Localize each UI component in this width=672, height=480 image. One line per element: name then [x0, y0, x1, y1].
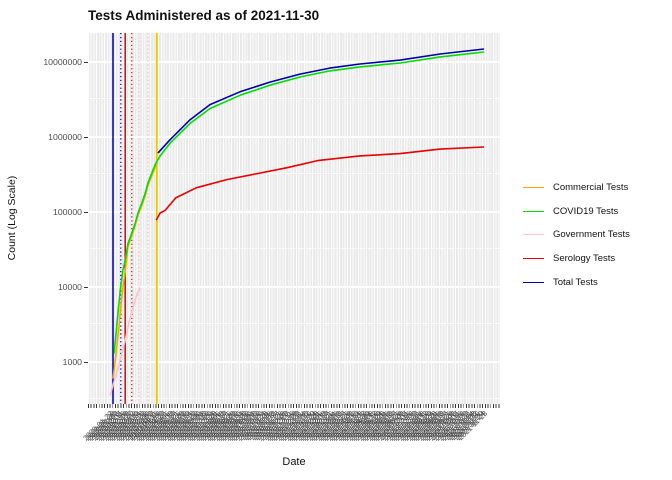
- legend-item-serology-tests: Serology Tests: [523, 247, 630, 271]
- x-axis-title: Date: [282, 456, 306, 468]
- legend-key-line-icon: [523, 187, 544, 189]
- y-tick-mark: [84, 362, 88, 363]
- legend-label: Commercial Tests: [553, 182, 629, 194]
- y-tick-mark: [84, 62, 88, 63]
- legend-item-total-tests: Total Tests: [523, 270, 630, 294]
- legend: Commercial Tests COVID19 Tests Government …: [523, 176, 630, 294]
- legend-key-line-icon: [523, 281, 544, 283]
- series-line-commercial-tests: [112, 164, 157, 379]
- y-tick-mark: [84, 137, 88, 138]
- legend-label: Total Tests: [553, 276, 598, 288]
- legend-item-government-tests: Government Tests: [523, 223, 630, 247]
- x-axis-tick-marks: [88, 404, 500, 408]
- legend-item-commercial-tests: Commercial Tests: [523, 176, 630, 200]
- legend-label: Government Tests: [553, 229, 630, 241]
- y-tick-label: 1000000: [48, 132, 82, 142]
- y-axis-title: Count (Log Scale): [6, 175, 18, 261]
- y-tick-mark: [84, 212, 88, 213]
- legend-item-covid19-tests: COVID19 Tests: [523, 200, 630, 224]
- y-tick-label: 10000: [57, 282, 82, 292]
- legend-key-line-icon: [523, 210, 544, 212]
- y-tick-label: 1000: [62, 357, 82, 367]
- series-line-government-tests: [109, 287, 141, 396]
- series-line-covid19-tests: [113, 51, 485, 354]
- series-line-total-tests: [157, 48, 485, 154]
- legend-key-line-icon: [523, 258, 544, 260]
- legend-label: Serology Tests: [553, 253, 616, 265]
- y-tick-label: 10000000: [43, 57, 82, 67]
- y-tick-mark: [84, 287, 88, 288]
- chart-title: Tests Administered as of 2021-11-30: [88, 8, 320, 23]
- y-tick-label: 100000: [53, 207, 82, 217]
- legend-label: COVID19 Tests: [553, 205, 619, 217]
- series-line-serology-tests: [155, 146, 485, 221]
- legend-key-line-icon: [523, 234, 544, 236]
